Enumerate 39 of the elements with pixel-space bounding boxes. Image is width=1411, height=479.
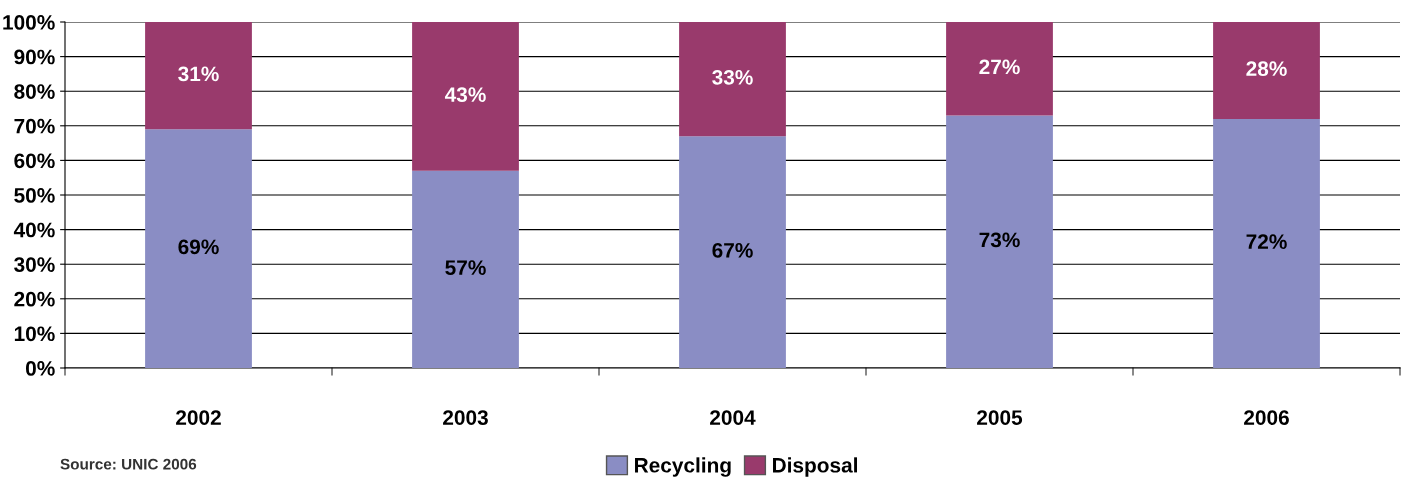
y-tick-label: 80% — [14, 84, 55, 99]
bar — [946, 115, 1053, 368]
data-label: 72% — [1246, 234, 1287, 249]
data-label: 43% — [444, 87, 486, 103]
bar — [145, 129, 252, 368]
bar — [412, 22, 519, 171]
y-tick-label: 100% — [3, 15, 55, 30]
bar — [679, 22, 786, 137]
legend-label: Disposal — [773, 457, 857, 477]
data-label: 28% — [1246, 61, 1287, 77]
legend-label: Recycling — [635, 457, 731, 477]
y-tick-label: 50% — [14, 188, 55, 203]
x-tick-label: 2002 — [176, 410, 221, 425]
data-label: 33% — [712, 69, 753, 85]
y-tick-label: 40% — [13, 222, 55, 238]
x-tick-label: 2005 — [977, 410, 1023, 425]
bar — [1213, 118, 1320, 368]
data-label: 69% — [178, 239, 219, 255]
y-tick-label: 10% — [14, 326, 55, 342]
data-label: 27% — [979, 59, 1020, 75]
bar — [679, 136, 786, 368]
data-label: 31% — [178, 66, 219, 82]
bar — [946, 22, 1053, 116]
bar — [412, 170, 519, 368]
bar — [145, 22, 252, 130]
bar — [1213, 22, 1320, 119]
y-tick-label: 70% — [14, 118, 55, 134]
data-label: 67% — [712, 242, 753, 258]
y-tick-label: 20% — [14, 291, 55, 307]
y-tick-label: 0% — [25, 361, 55, 376]
data-label: 73% — [979, 232, 1020, 248]
data-label: 57% — [445, 260, 486, 275]
source-note: Source: UNIC 2006 — [60, 458, 197, 470]
y-tick-label: 30% — [14, 257, 55, 272]
y-tick-label: 60% — [14, 153, 55, 169]
x-tick-label: 2003 — [443, 410, 488, 425]
x-tick-label: 2006 — [1244, 410, 1289, 425]
x-tick-label: 2004 — [710, 410, 756, 425]
y-tick-label: 90% — [14, 49, 55, 65]
